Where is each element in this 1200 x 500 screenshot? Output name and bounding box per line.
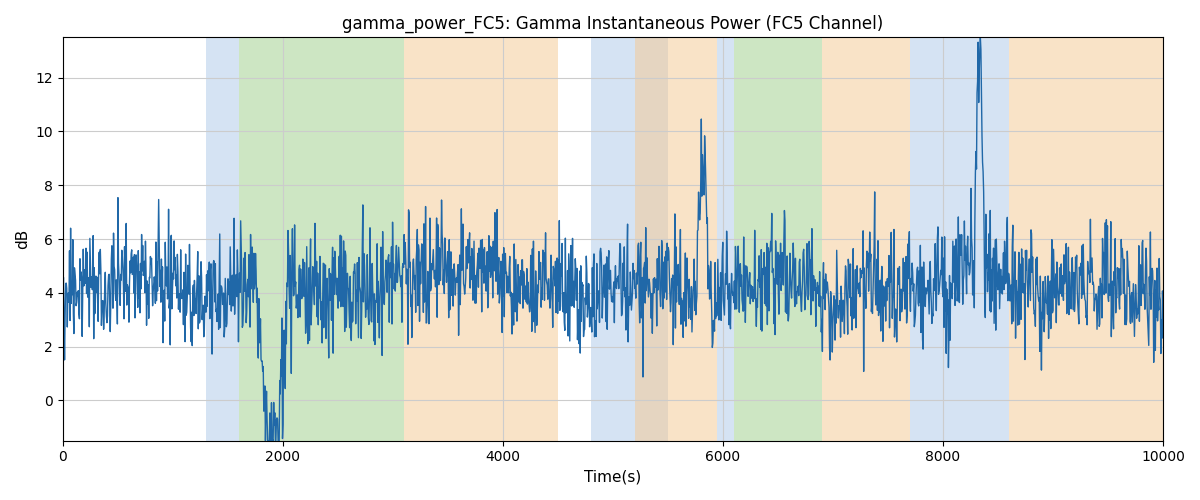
Bar [1009,38,1174,440]
Bar [590,38,668,440]
Bar [910,38,1009,440]
X-axis label: Time(s): Time(s) [584,470,642,485]
Bar [404,38,558,440]
Bar [206,38,239,440]
Bar [822,38,910,440]
Bar [239,38,404,440]
Y-axis label: dB: dB [16,229,30,249]
Bar [635,38,718,440]
Bar [718,38,734,440]
Bar [734,38,822,440]
Title: gamma_power_FC5: Gamma Instantaneous Power (FC5 Channel): gamma_power_FC5: Gamma Instantaneous Pow… [342,15,883,34]
